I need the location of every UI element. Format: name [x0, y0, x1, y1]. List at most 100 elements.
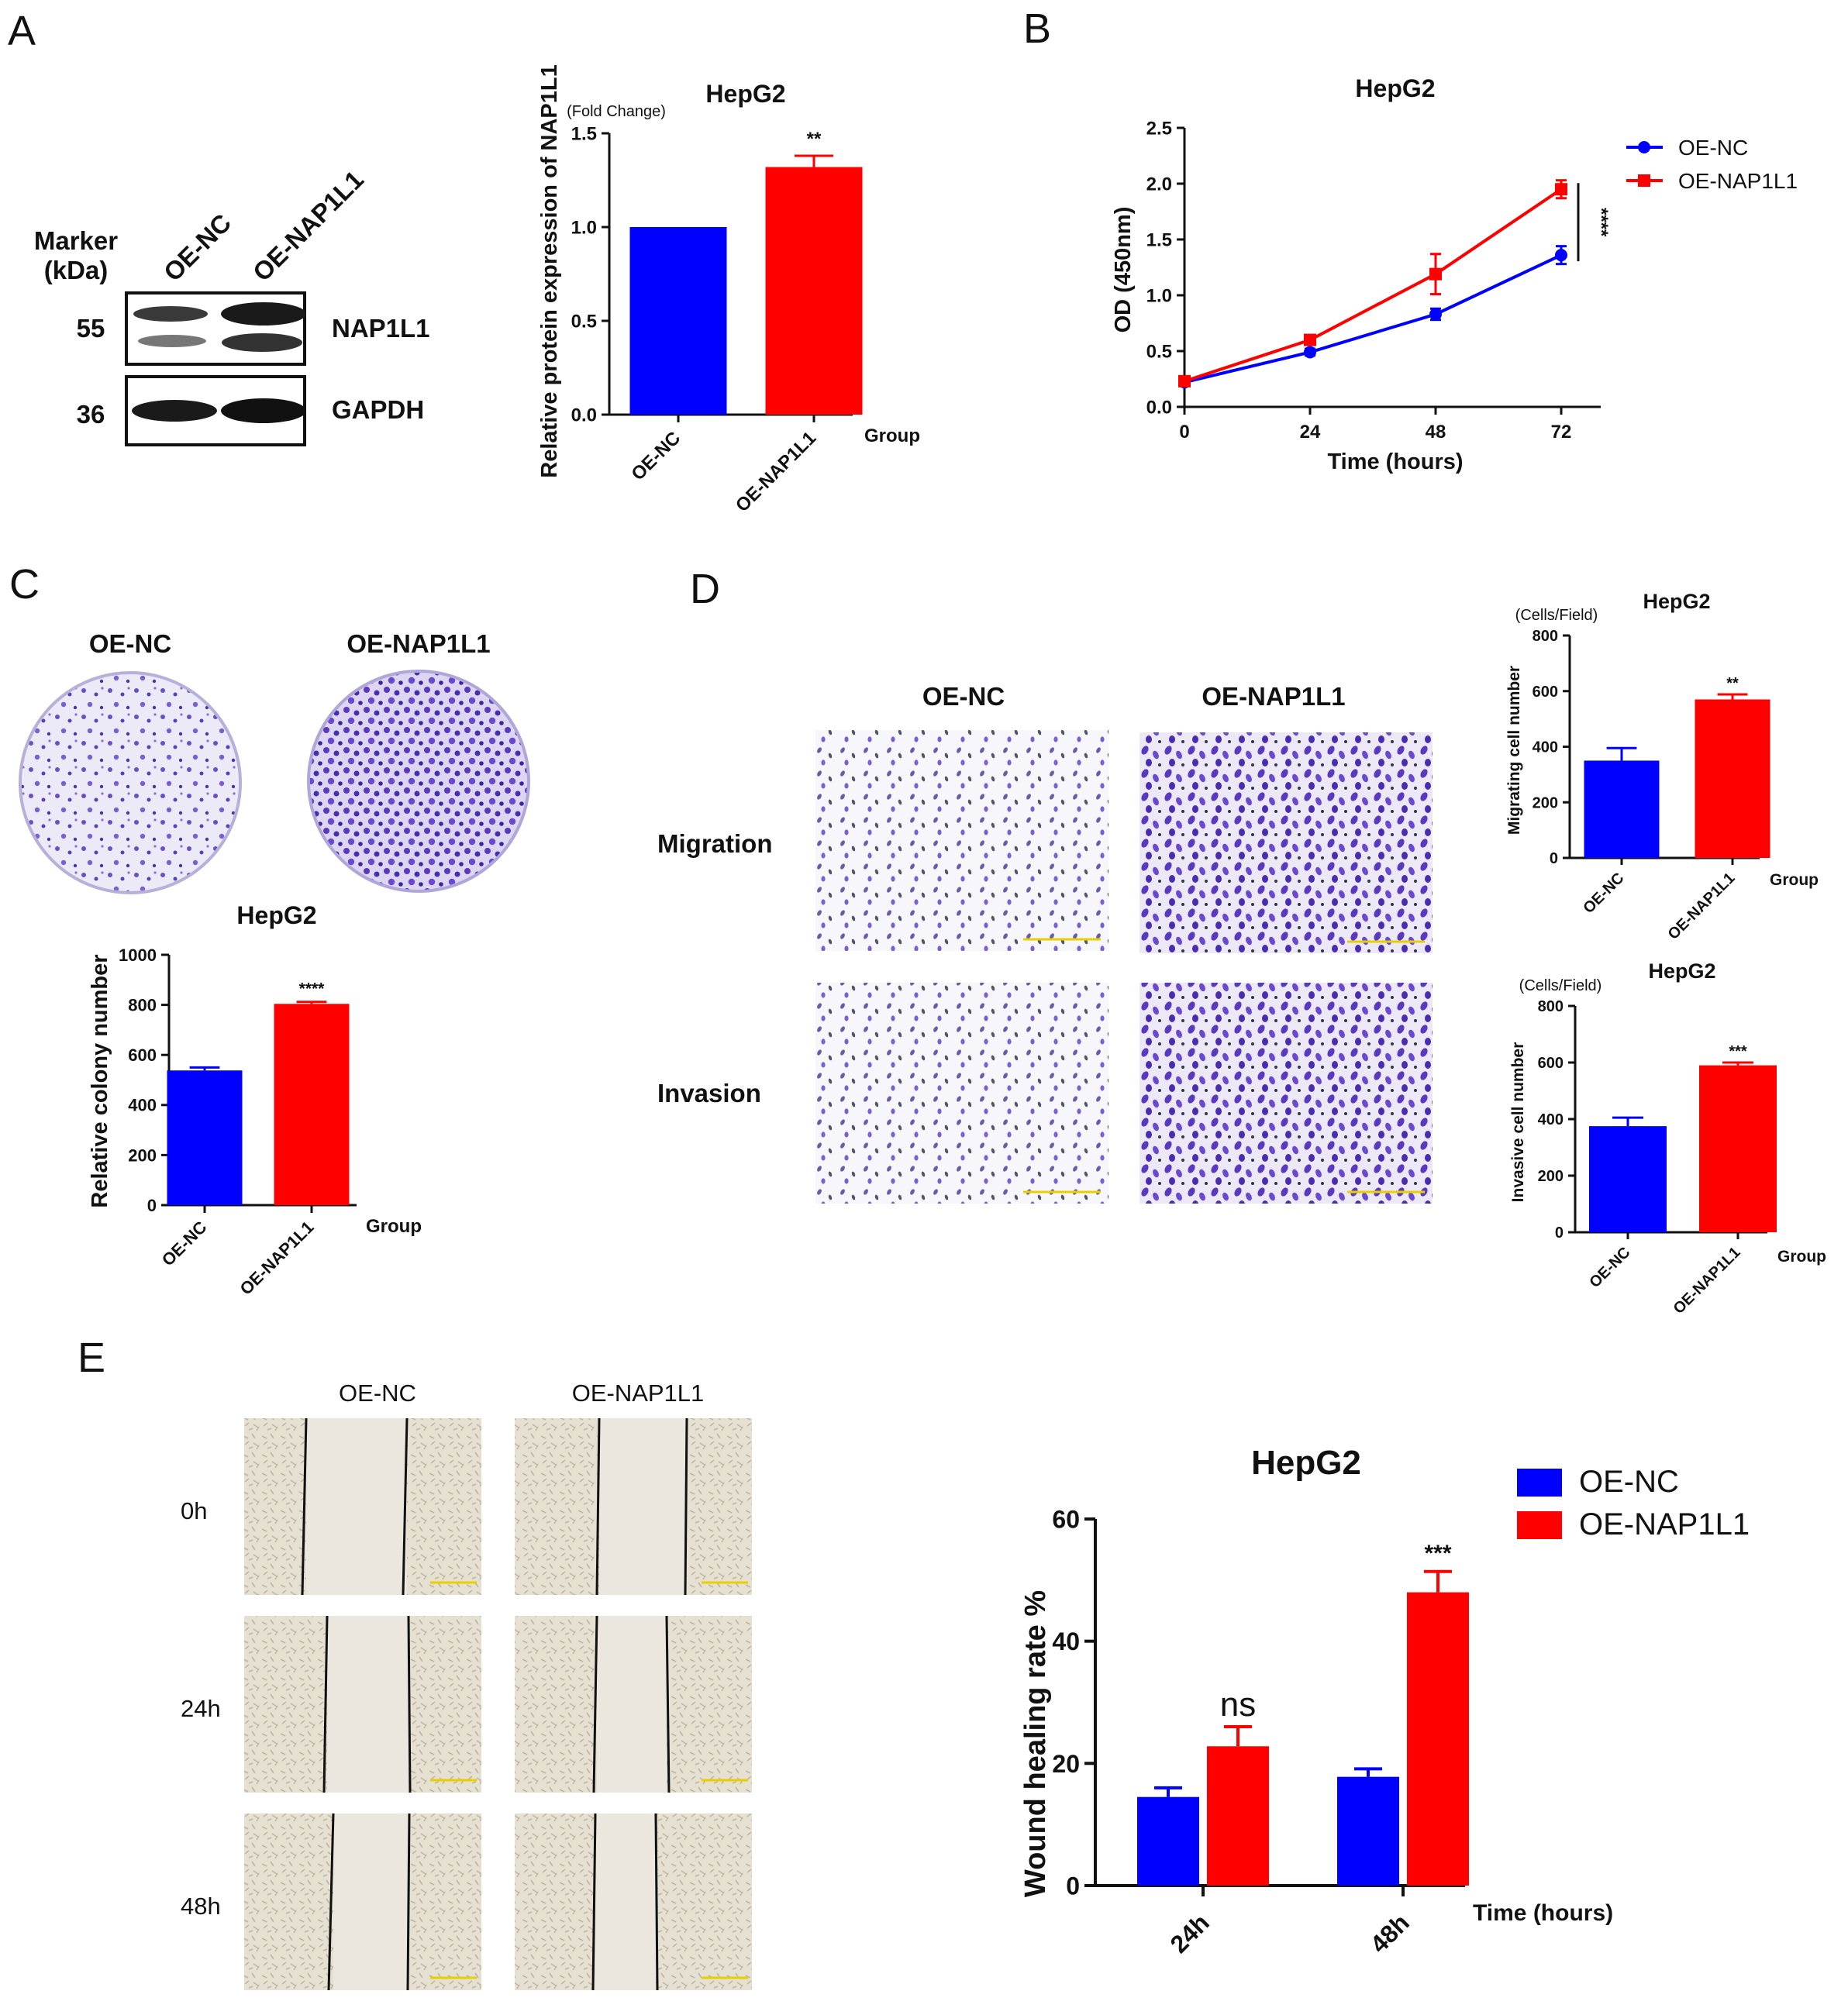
- y-tick-label: 20: [1052, 1750, 1080, 1778]
- band-nc-nap1l1-lower: [138, 335, 206, 347]
- wound-edge: [407, 1615, 412, 1793]
- y-tick-label: 40: [1052, 1628, 1080, 1655]
- data-point: [1304, 346, 1316, 359]
- wound-edge: [665, 1615, 671, 1793]
- y-tick-label: 2.5: [1146, 119, 1172, 140]
- x-tick-label: OE-NC: [627, 428, 684, 485]
- significance-label: ****: [1591, 208, 1612, 237]
- legend-marker-oe-nc: [1638, 141, 1650, 153]
- y-tick-label: 1.0: [571, 218, 597, 239]
- blot-marker-label: Marker: [34, 226, 118, 255]
- colony-dish-oe-nc: [19, 671, 242, 894]
- y-tick-label: 0.0: [1146, 398, 1172, 418]
- band-nc-nap1l1-upper: [133, 306, 208, 322]
- transwell-row-invasion: Invasion: [657, 1079, 761, 1107]
- y-tick-label: 1.0: [1146, 286, 1172, 307]
- migration-image-oe-nap1l1: [1139, 732, 1433, 953]
- data-point: [1555, 183, 1567, 196]
- y-tick-label: 200: [1538, 1168, 1564, 1185]
- bar-oe-nc-48h: [1337, 1776, 1399, 1886]
- chart-c-bar: HepG2 Relative colony number Group 0 200 4…: [88, 901, 422, 1299]
- chart-b-xlabel: Time (hours): [1327, 450, 1463, 474]
- panel-letter-e: E: [78, 1335, 105, 1381]
- wound-edge: [591, 1813, 597, 1991]
- wound-gap: [333, 1814, 409, 1990]
- wound-row-48h: 48h: [181, 1893, 221, 1920]
- significance-label: **: [807, 129, 822, 150]
- data-point: [1429, 267, 1442, 281]
- legend-marker-oe-nap1l1: [1638, 174, 1650, 187]
- wound-edge: [684, 1417, 688, 1596]
- y-tick-label: 200: [1533, 794, 1558, 811]
- y-tick-label: 0.0: [571, 405, 597, 426]
- wound-row-24h: 24h: [181, 1695, 221, 1722]
- legend-label-oe-nap1l1: OE-NAP1L1: [1678, 169, 1798, 193]
- y-tick-label: 0: [1550, 850, 1558, 867]
- y-tick-label: 0: [1066, 1872, 1080, 1900]
- chart-b-title: HepG2: [1355, 74, 1435, 102]
- bar-oe-nc-24h: [1137, 1796, 1199, 1886]
- band-oe-gapdh: [221, 398, 306, 423]
- chart-d-mig-unit-label: (Cells/Field): [1515, 607, 1598, 624]
- blot-kda-label: (kDa): [44, 256, 109, 284]
- wound-edge: [406, 1813, 411, 1991]
- western-blot: Marker (kDa) OE-NC OE-NAP1L1 55 36 NAP1L…: [34, 165, 430, 446]
- data-point: [1555, 249, 1567, 262]
- band-nc-gapdh: [132, 400, 217, 422]
- significance-label: ns: [1220, 1686, 1256, 1724]
- x-tick-label: OE-NAP1L1: [732, 428, 820, 516]
- wound-edge: [301, 1417, 308, 1596]
- data-point: [1304, 333, 1316, 346]
- blot-lane-label-oe-nap1l1: OE-NAP1L1: [247, 165, 369, 287]
- x-tick-label: 24: [1300, 422, 1321, 443]
- colony-dish-oe-nap1l1: [307, 670, 530, 893]
- y-tick-label: 0: [1555, 1224, 1564, 1242]
- chart-e-title: HepG2: [1251, 1444, 1361, 1482]
- chart-a-xlabel: Group: [864, 425, 920, 446]
- wound-gap: [595, 1814, 656, 1990]
- wound-edge: [327, 1813, 335, 1991]
- bar-oe-nc: [1584, 760, 1660, 858]
- chart-e-legend: OE-NC OE-NAP1L1: [1517, 1465, 1750, 1541]
- wound-edge: [402, 1417, 409, 1596]
- x-tick-label: 24h: [1165, 1908, 1215, 1958]
- band-oe-nap1l1-lower: [222, 333, 302, 352]
- bar-oe-nap1l1: [274, 1004, 350, 1205]
- y-tick-label: 400: [128, 1096, 157, 1115]
- blot-mw-36: 36: [77, 400, 105, 429]
- chart-b-line: HepG2 OD (450nm) Time (hours) 0.0 0.5 1.0 1…: [1111, 74, 1798, 474]
- x-tick-label: OE-NC: [1580, 870, 1627, 917]
- bar-oe-nap1l1: [765, 167, 863, 415]
- wound-edge: [322, 1615, 329, 1793]
- x-tick-label: OE-NAP1L1: [1670, 1244, 1744, 1318]
- chart-d-migration: HepG2 (Cells/Field) Migrating cell numbe…: [1505, 590, 1819, 943]
- chart-c-xlabel: Group: [366, 1216, 422, 1237]
- blot-lane-label-oe-nc: OE-NC: [158, 208, 236, 287]
- x-tick-label: 48h: [1365, 1908, 1415, 1958]
- y-tick-label: 2.0: [1146, 174, 1172, 195]
- dish-label-oe-nc: OE-NC: [89, 629, 171, 658]
- chart-d-mig-ylabel: Migrating cell number: [1505, 666, 1523, 835]
- chart-b-legend: OE-NC OE-NAP1L1: [1626, 136, 1798, 193]
- y-tick-label: 400: [1538, 1111, 1564, 1128]
- transwell-row-migration: Migration: [657, 829, 772, 858]
- x-tick-label: 48: [1426, 422, 1446, 443]
- invasion-image-oe-nc: [815, 983, 1108, 1204]
- wound-col-oe-nap1l1: OE-NAP1L1: [572, 1380, 705, 1407]
- bar-oe-nap1l1: [1695, 699, 1770, 858]
- y-tick-label: 600: [1538, 1055, 1564, 1072]
- significance-label: ***: [1424, 1541, 1451, 1566]
- x-tick-label: OE-NC: [158, 1218, 211, 1270]
- migration-image-oe-nc: [815, 730, 1108, 951]
- blot-protein-gapdh: GAPDH: [332, 395, 424, 424]
- y-tick-label: 1000: [119, 946, 157, 965]
- bar-oe-nap1l1-48h: [1407, 1592, 1469, 1886]
- wound-col-oe-nc: OE-NC: [339, 1380, 416, 1407]
- chart-e-xlabel: Time (hours): [1473, 1900, 1613, 1926]
- chart-e-bar: HepG2 Wound healing rate % Time (hours) …: [1019, 1444, 1750, 1958]
- chart-a-title: HepG2: [705, 80, 785, 108]
- y-tick-label: 800: [128, 996, 157, 1015]
- band-oe-nap1l1-upper: [221, 302, 306, 326]
- blot-protein-nap1l1: NAP1L1: [332, 314, 430, 343]
